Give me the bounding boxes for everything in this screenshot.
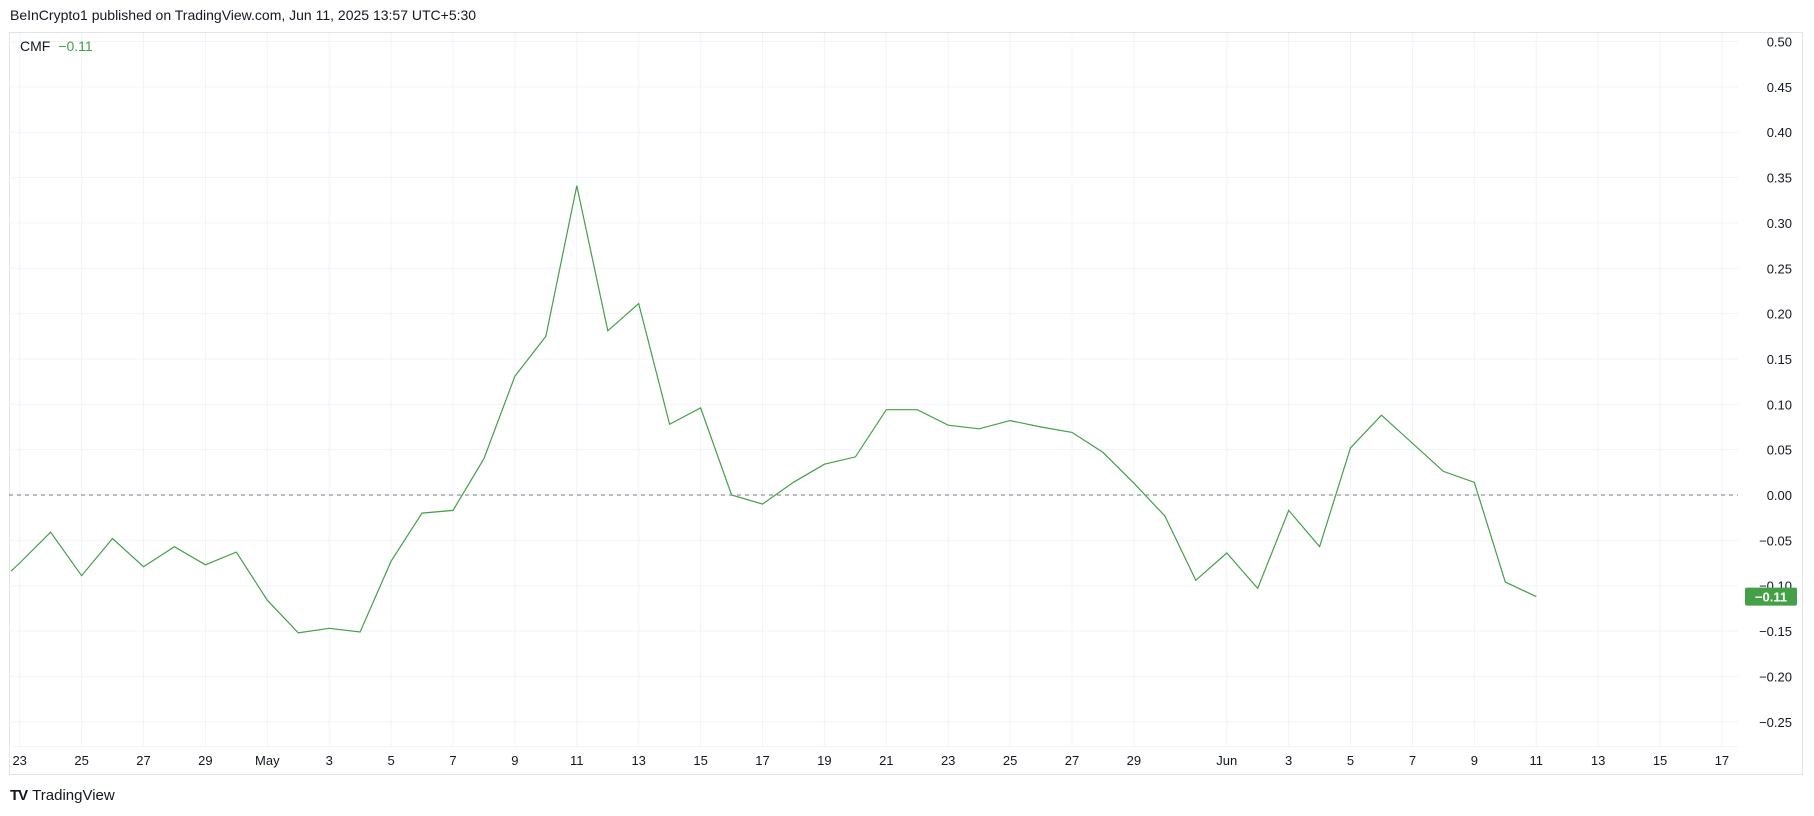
last-value-badge <box>1745 587 1797 606</box>
x-tick-label: 15 <box>693 753 707 768</box>
x-tick-label: 13 <box>631 753 645 768</box>
x-tick-label: 17 <box>755 753 769 768</box>
chart-frame <box>9 32 1803 775</box>
x-tick-label: 21 <box>879 753 893 768</box>
y-tick-label: −0.15 <box>1759 624 1792 639</box>
x-tick-label: 7 <box>1409 753 1416 768</box>
x-tick-label: 29 <box>198 753 212 768</box>
x-tick-label: 7 <box>449 753 456 768</box>
x-tick-label: May <box>255 753 280 768</box>
x-tick-label: 5 <box>1347 753 1354 768</box>
indicator-legend[interactable]: CMF −0.11 <box>20 38 93 54</box>
brand-name: TradingView <box>32 787 115 804</box>
y-tick-label: −0.25 <box>1759 715 1792 730</box>
y-tick-label: 0.40 <box>1767 125 1792 140</box>
y-tick-label: 0.25 <box>1767 261 1792 276</box>
y-tick-label: 0.00 <box>1767 488 1792 503</box>
indicator-name: CMF <box>20 38 51 54</box>
x-tick-label: 27 <box>1065 753 1079 768</box>
cmf-line <box>10 185 1537 634</box>
x-tick-label: 9 <box>1471 753 1478 768</box>
x-tick-label: 29 <box>1127 753 1141 768</box>
indicator-value: −0.11 <box>58 38 93 54</box>
x-tick-label: 9 <box>511 753 518 768</box>
y-tick-label: 0.45 <box>1767 80 1792 95</box>
y-tick-label: 0.05 <box>1767 443 1792 458</box>
x-tick-label: 25 <box>1003 753 1017 768</box>
x-tick-label: 27 <box>136 753 150 768</box>
y-tick-label: 0.50 <box>1767 35 1792 50</box>
x-tick-label: 15 <box>1653 753 1667 768</box>
x-tick-label: 3 <box>1285 753 1292 768</box>
y-tick-label: −0.20 <box>1759 669 1792 684</box>
tradingview-logo-icon: TV <box>10 787 28 804</box>
x-tick-label: 13 <box>1591 753 1605 768</box>
x-tick-label: 11 <box>1530 753 1544 768</box>
x-tick-label: 17 <box>1715 753 1729 768</box>
x-tick-label: 5 <box>387 753 394 768</box>
tradingview-branding[interactable]: TV TradingView <box>10 787 115 804</box>
x-tick-label: 3 <box>326 753 333 768</box>
x-tick-label: 25 <box>74 753 88 768</box>
x-tick-label: 11 <box>570 753 584 768</box>
x-tick-label: 23 <box>12 753 26 768</box>
y-tick-label: 0.10 <box>1767 397 1792 412</box>
y-tick-label: 0.30 <box>1767 216 1792 231</box>
y-tick-label: 0.20 <box>1767 307 1792 322</box>
x-tick-label: 23 <box>941 753 955 768</box>
last-value-label: −0.11 <box>1755 590 1787 605</box>
publish-info: BeInCrypto1 published on TradingView.com… <box>10 7 477 23</box>
y-tick-label: 0.15 <box>1767 352 1792 367</box>
x-tick-label: 19 <box>817 753 831 768</box>
y-tick-label: −0.05 <box>1759 533 1792 548</box>
x-tick-label: Jun <box>1216 753 1237 768</box>
y-tick-label: 0.35 <box>1767 171 1792 186</box>
